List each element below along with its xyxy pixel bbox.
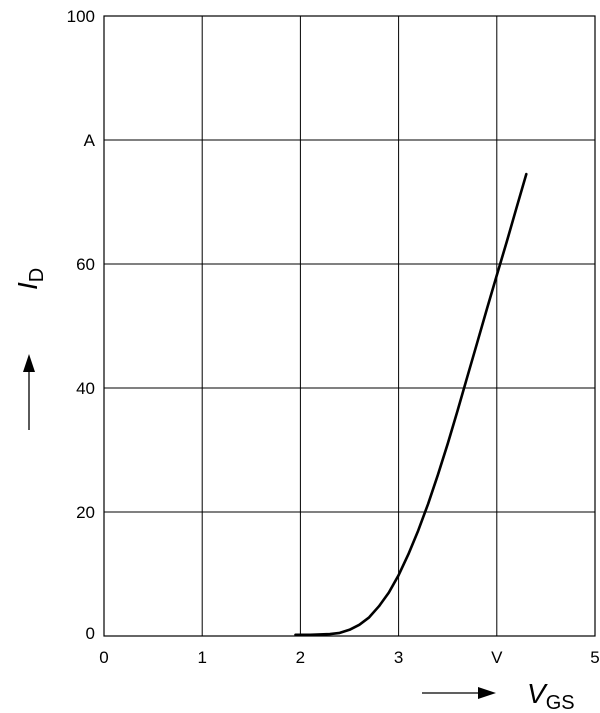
- y-axis-label-group: ID: [12, 268, 48, 430]
- x-tick-label: 3: [394, 648, 403, 667]
- x-axis-label-group: VGS: [422, 678, 575, 713]
- series-line-id: [294, 172, 528, 637]
- y-tick-label: 40: [76, 379, 95, 398]
- y-axis-arrow-head: [23, 354, 35, 372]
- y-tick-label: 100: [67, 7, 95, 26]
- plot-border: [103, 15, 596, 637]
- x-axis-label-subscript: GS: [546, 692, 575, 713]
- grid: [104, 16, 595, 636]
- y-axis-label-subscript: D: [26, 268, 48, 282]
- x-axis-label: VGS: [527, 678, 575, 713]
- x-axis-label-symbol: V: [527, 678, 548, 709]
- x-tick-label: 5: [590, 648, 599, 667]
- y-axis-label: ID: [12, 268, 48, 290]
- y-tick-label: 60: [76, 255, 95, 274]
- x-tick-label: 2: [296, 648, 305, 667]
- y-tick-label: A: [84, 131, 96, 150]
- series-layer: [294, 172, 528, 637]
- x-tick-label: 0: [99, 648, 108, 667]
- x-tick-label: 1: [197, 648, 206, 667]
- y-tick-label: 0: [86, 624, 95, 643]
- x-axis-arrow-head: [478, 687, 496, 699]
- x-tick-label: V: [491, 648, 503, 667]
- x-tick-labels: 0 1 2 3 V 5: [99, 648, 599, 667]
- y-axis-label-symbol: I: [12, 282, 43, 290]
- y-tick-labels: 0 20 40 60 A 100: [67, 7, 96, 643]
- y-tick-label: 20: [76, 503, 95, 522]
- plot-frame: [103, 15, 596, 637]
